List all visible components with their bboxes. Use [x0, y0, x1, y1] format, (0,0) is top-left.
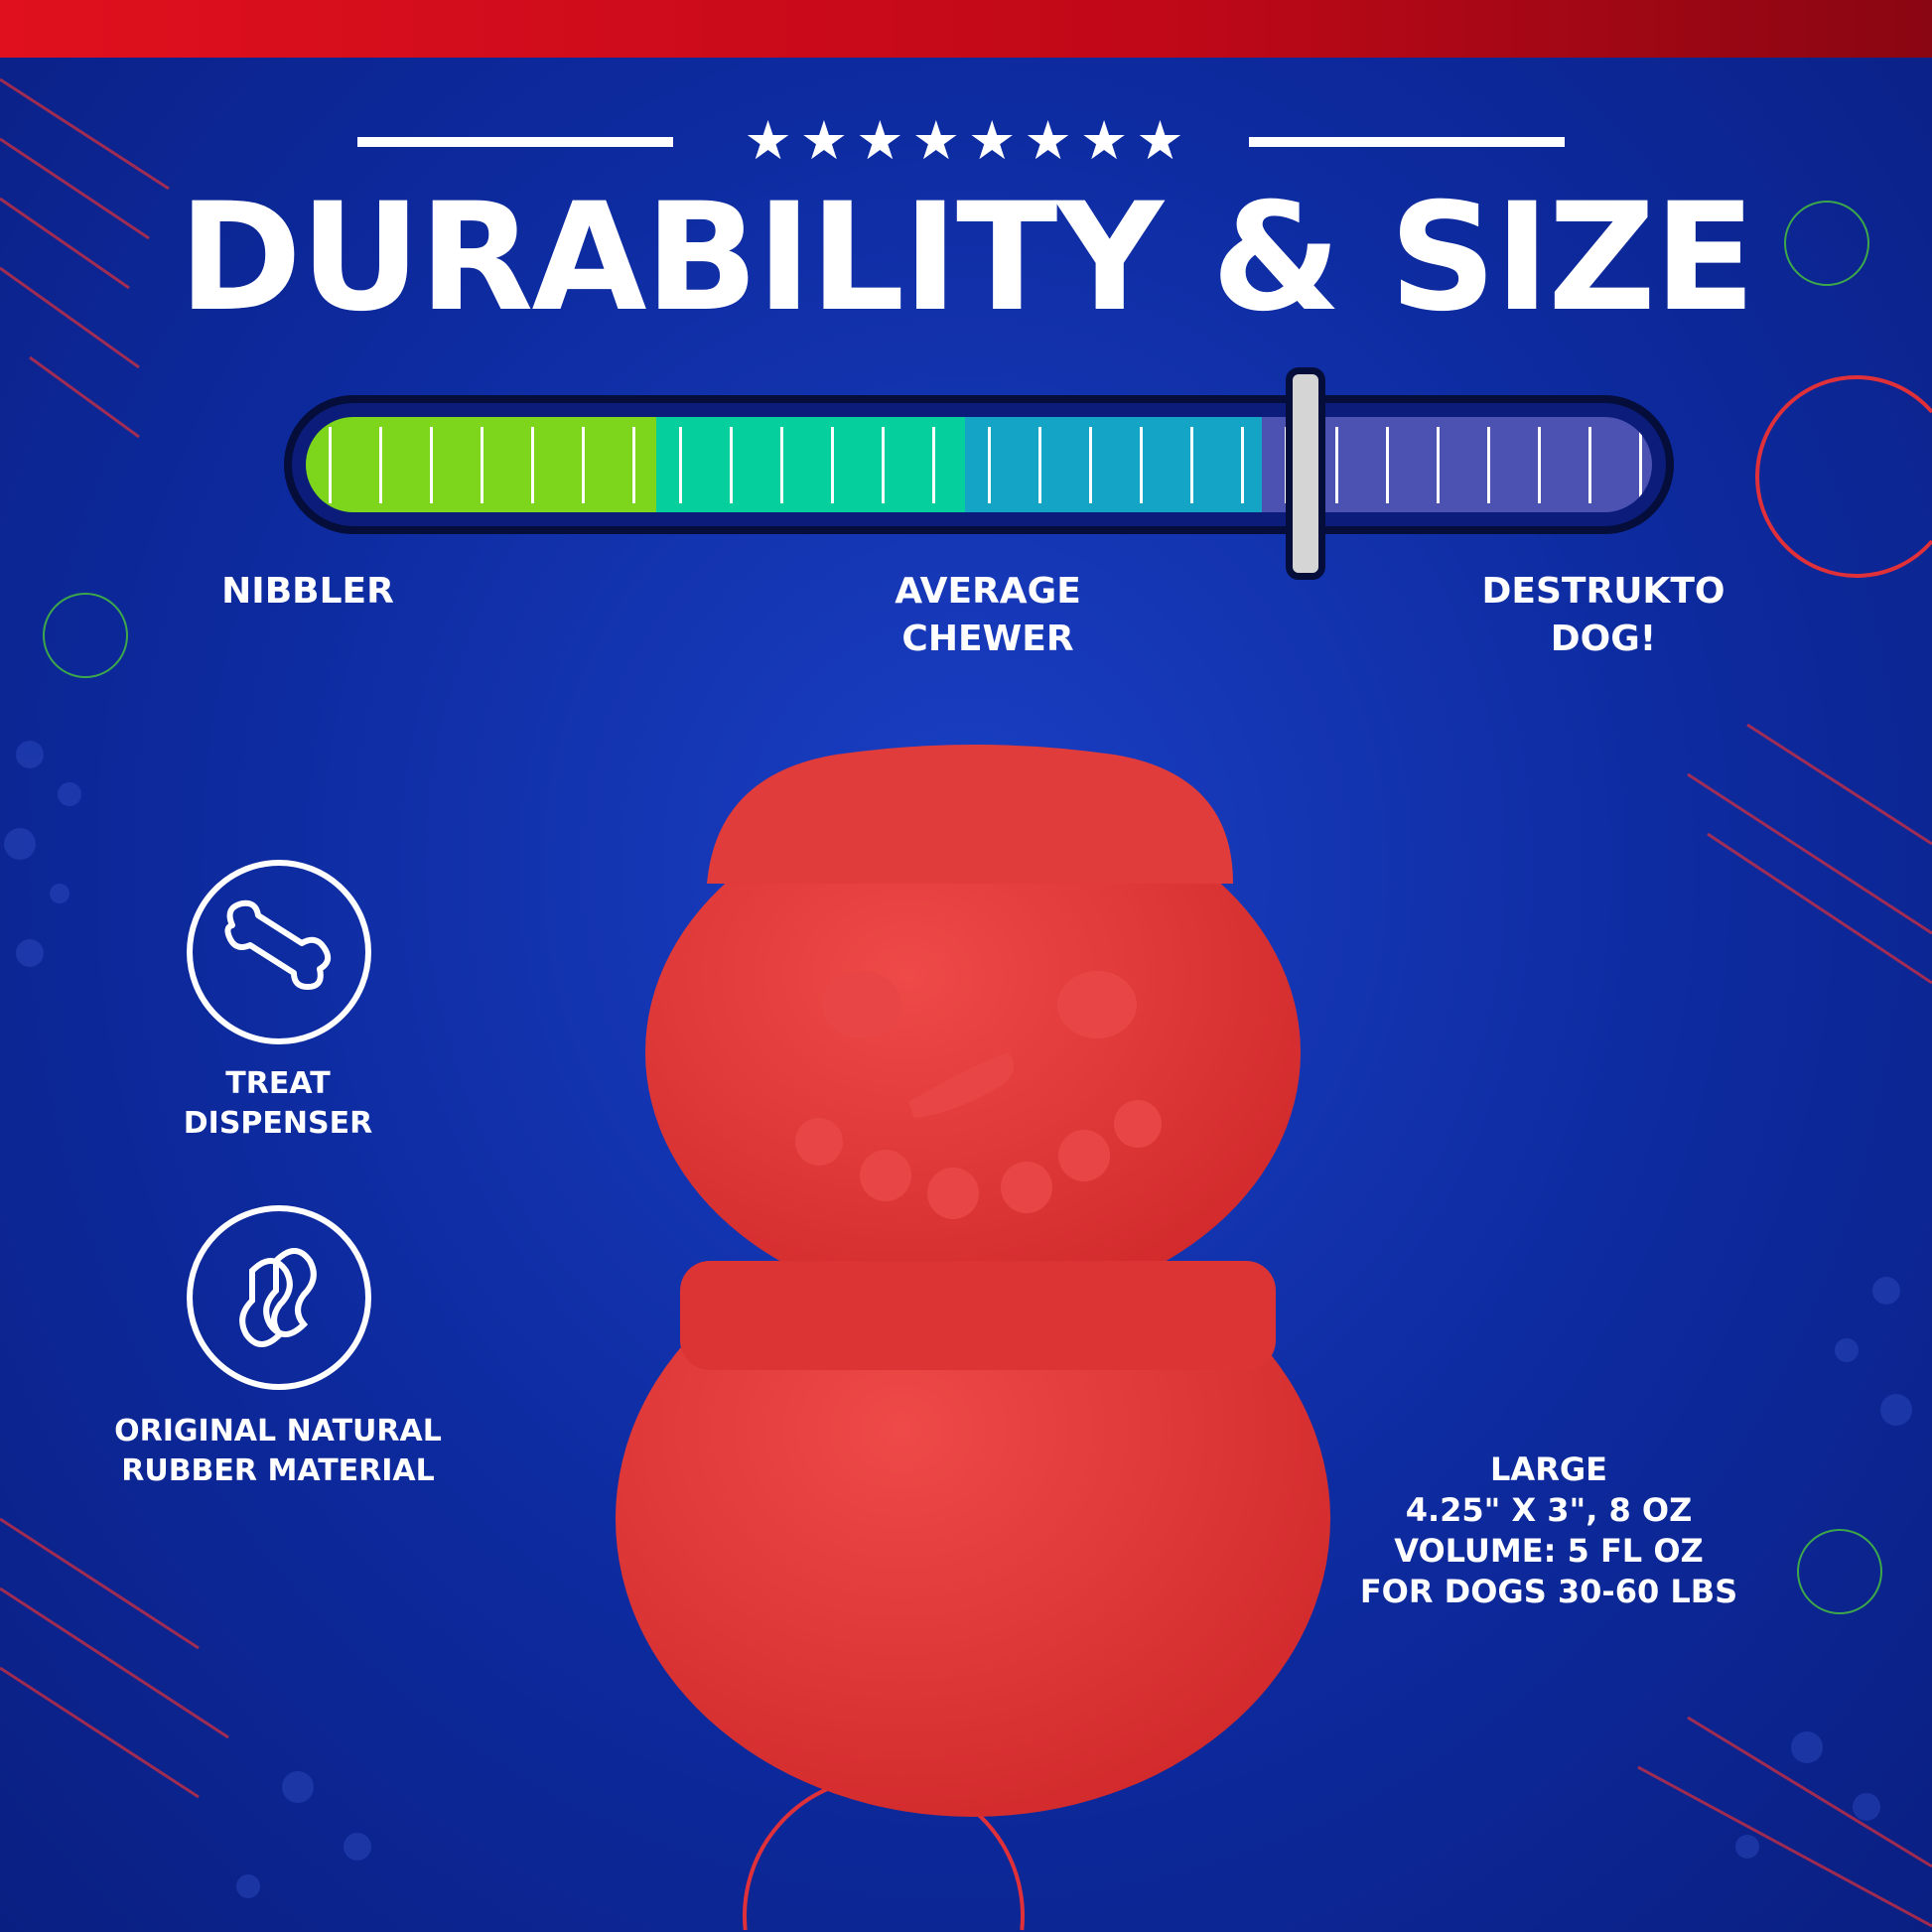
star-row-icon: ★★★★★★★★	[744, 109, 1192, 172]
page-title: DURABILITY & SIZE	[178, 172, 1756, 345]
feature-line: DISPENSER	[183, 1106, 373, 1141]
header-rule-left	[357, 137, 673, 147]
size-info: LARGE 4.25" X 3", 8 OZ VOLUME: 5 FL OZ F…	[1330, 1449, 1767, 1612]
durability-indicator-handle	[1286, 367, 1326, 580]
feature-natural-rubber: ORIGINAL NATURAL RUBBER MATERIAL	[109, 1412, 447, 1491]
meter-segment-average	[655, 417, 966, 512]
rubber-drop-icon	[187, 1205, 371, 1390]
size-dog-weight: FOR DOGS 30-60 LBS	[1359, 1573, 1738, 1610]
meter-segment-destrukto	[1261, 417, 1652, 512]
durability-meter	[284, 395, 1674, 534]
label-destrukto-dog: DESTRUKTO DOG!	[1449, 568, 1757, 663]
label-average-chewer: AVERAGE CHEWER	[844, 568, 1132, 663]
label-destrukto-line2: DOG!	[1550, 619, 1657, 659]
feature-line: ORIGINAL NATURAL	[114, 1414, 442, 1449]
top-red-band	[0, 0, 1932, 58]
feature-treat-dispenser: TREAT DISPENSER	[149, 1064, 407, 1144]
label-average-line1: AVERAGE	[895, 571, 1081, 612]
size-label: LARGE	[1490, 1450, 1607, 1488]
header-rule-right	[1249, 137, 1565, 147]
meter-segment-nibbler	[306, 417, 656, 512]
bone-icon	[187, 860, 371, 1044]
size-volume: VOLUME: 5 FL OZ	[1394, 1532, 1704, 1570]
feature-line: RUBBER MATERIAL	[121, 1453, 435, 1488]
size-dimensions: 4.25" X 3", 8 OZ	[1405, 1491, 1693, 1529]
label-destrukto-line1: DESTRUKTO	[1481, 571, 1725, 612]
meter-segment-strong	[965, 417, 1262, 512]
label-nibbler: NIBBLER	[221, 571, 394, 612]
label-average-line2: CHEWER	[901, 619, 1074, 659]
feature-line: TREAT	[225, 1066, 331, 1101]
